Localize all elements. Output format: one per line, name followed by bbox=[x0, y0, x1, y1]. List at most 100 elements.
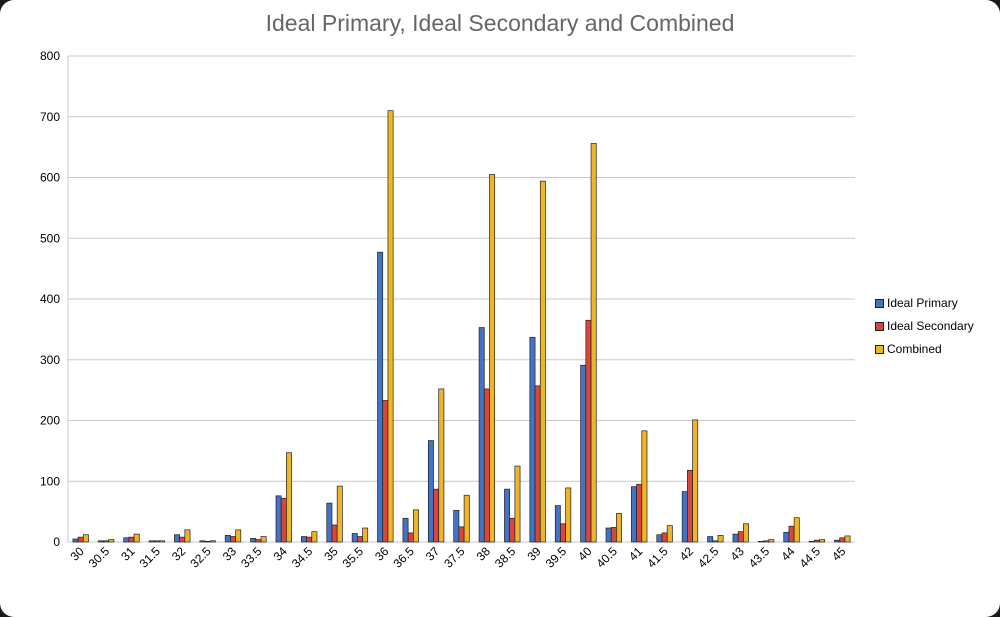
y-tick-label: 0 bbox=[53, 535, 60, 549]
bar-combined bbox=[717, 534, 724, 543]
bar-ideal-secondary bbox=[230, 536, 236, 543]
bar-combined bbox=[438, 388, 445, 543]
bar-ideal-primary bbox=[554, 505, 561, 543]
bar-ideal-primary bbox=[834, 539, 841, 543]
bar-combined bbox=[793, 517, 800, 543]
x-tick-label: 31 bbox=[118, 544, 138, 564]
bar-ideal-primary bbox=[427, 440, 434, 543]
bar-combined bbox=[692, 419, 699, 543]
legend-swatch bbox=[875, 321, 884, 331]
bar-ideal-secondary bbox=[204, 541, 211, 543]
bar-combined bbox=[209, 540, 216, 543]
bar-combined bbox=[82, 534, 89, 543]
x-tick-label: 38.5 bbox=[492, 544, 519, 571]
y-tick-label: 700 bbox=[40, 110, 60, 124]
bar-ideal-secondary bbox=[179, 536, 186, 543]
bar-ideal-secondary bbox=[433, 488, 440, 543]
bar-ideal-primary bbox=[707, 536, 714, 543]
bar-combined bbox=[514, 465, 521, 543]
bar-ideal-secondary bbox=[458, 526, 465, 543]
legend-label: Combined bbox=[887, 342, 942, 356]
bar-ideal-secondary bbox=[534, 385, 541, 543]
x-tick-label: 44 bbox=[778, 544, 798, 564]
bar-ideal-secondary bbox=[788, 525, 795, 543]
x-tick-label: 32.5 bbox=[187, 544, 214, 571]
x-tick-label: 37.5 bbox=[441, 544, 468, 571]
bar-combined bbox=[539, 180, 546, 543]
x-tick-label: 40 bbox=[575, 544, 595, 564]
x-tick-label: 42 bbox=[677, 544, 697, 564]
bar-ideal-secondary bbox=[737, 531, 744, 543]
bar-ideal-secondary bbox=[77, 536, 84, 543]
bar-ideal-secondary bbox=[763, 540, 770, 543]
bar-ideal-primary bbox=[326, 502, 333, 543]
x-tick-label: 35.5 bbox=[340, 544, 367, 571]
bar-ideal-primary bbox=[351, 533, 358, 543]
x-tick-label: 42.5 bbox=[695, 544, 722, 571]
x-tick-label: 37 bbox=[423, 544, 443, 564]
bar-combined bbox=[108, 539, 115, 543]
y-tick-label: 100 bbox=[40, 474, 60, 488]
bar-combined bbox=[286, 452, 292, 543]
y-tick-label: 200 bbox=[40, 414, 60, 428]
bar-ideal-secondary bbox=[610, 527, 617, 543]
bar-combined bbox=[133, 533, 140, 543]
bar-ideal-secondary bbox=[585, 319, 592, 543]
bar-combined bbox=[159, 540, 166, 543]
bar-ideal-primary bbox=[681, 491, 688, 543]
y-tick-label: 600 bbox=[40, 171, 60, 185]
bar-ideal-secondary bbox=[483, 388, 490, 543]
bar-ideal-primary bbox=[174, 534, 180, 543]
bar-ideal-secondary bbox=[382, 400, 389, 543]
bar-combined bbox=[666, 525, 673, 543]
bar-ideal-primary bbox=[631, 486, 637, 543]
legend-label: Ideal Secondary bbox=[887, 319, 974, 333]
x-tick-label: 44.5 bbox=[797, 544, 824, 571]
x-tick-label: 36 bbox=[372, 544, 392, 564]
bar-combined bbox=[768, 539, 775, 543]
y-tick-label: 800 bbox=[40, 49, 60, 63]
bar-ideal-secondary bbox=[255, 539, 262, 543]
bar-ideal-primary bbox=[250, 538, 257, 543]
bar-ideal-primary bbox=[199, 540, 206, 543]
bar-combined bbox=[463, 494, 470, 543]
legend-swatch bbox=[875, 298, 884, 308]
x-tick-label: 41 bbox=[626, 544, 646, 564]
x-tick-label: 34 bbox=[271, 544, 291, 564]
bar-ideal-primary bbox=[529, 336, 536, 543]
x-tick-label: 30.5 bbox=[86, 544, 113, 571]
x-tick-label: 32 bbox=[169, 544, 189, 564]
x-tick-label: 45 bbox=[829, 544, 849, 564]
bar-ideal-secondary bbox=[839, 537, 846, 543]
legend-item: Ideal Secondary bbox=[875, 319, 974, 333]
legend-item: Ideal Primary bbox=[875, 296, 958, 310]
x-tick-label: 43.5 bbox=[746, 544, 773, 571]
bar-ideal-secondary bbox=[407, 532, 414, 543]
bar-ideal-primary bbox=[377, 251, 384, 543]
bar-ideal-primary bbox=[783, 531, 790, 543]
bar-ideal-primary bbox=[97, 540, 104, 543]
bar-ideal-secondary bbox=[331, 524, 338, 543]
x-tick-label: 41.5 bbox=[644, 544, 671, 571]
bar-combined bbox=[260, 536, 267, 543]
x-tick-label: 39 bbox=[524, 544, 544, 564]
bar-ideal-primary bbox=[402, 517, 409, 543]
bar-ideal-primary bbox=[478, 327, 485, 543]
bar-ideal-secondary bbox=[661, 532, 668, 543]
bar-ideal-primary bbox=[656, 534, 663, 543]
bar-ideal-secondary bbox=[687, 469, 693, 543]
bar-ideal-secondary bbox=[103, 540, 110, 543]
bar-combined bbox=[616, 513, 622, 543]
bar-combined bbox=[743, 523, 749, 543]
bar-ideal-primary bbox=[72, 538, 79, 543]
x-tick-label: 33 bbox=[220, 544, 240, 564]
chart-title: Ideal Primary, Ideal Secondary and Combi… bbox=[265, 10, 735, 36]
x-tick-label: 43 bbox=[728, 544, 748, 564]
bar-combined bbox=[590, 143, 597, 543]
x-tick-label: 38 bbox=[474, 544, 494, 564]
bar-ideal-secondary bbox=[813, 539, 820, 543]
bar-ideal-secondary bbox=[280, 497, 287, 543]
bar-combined bbox=[565, 487, 572, 543]
